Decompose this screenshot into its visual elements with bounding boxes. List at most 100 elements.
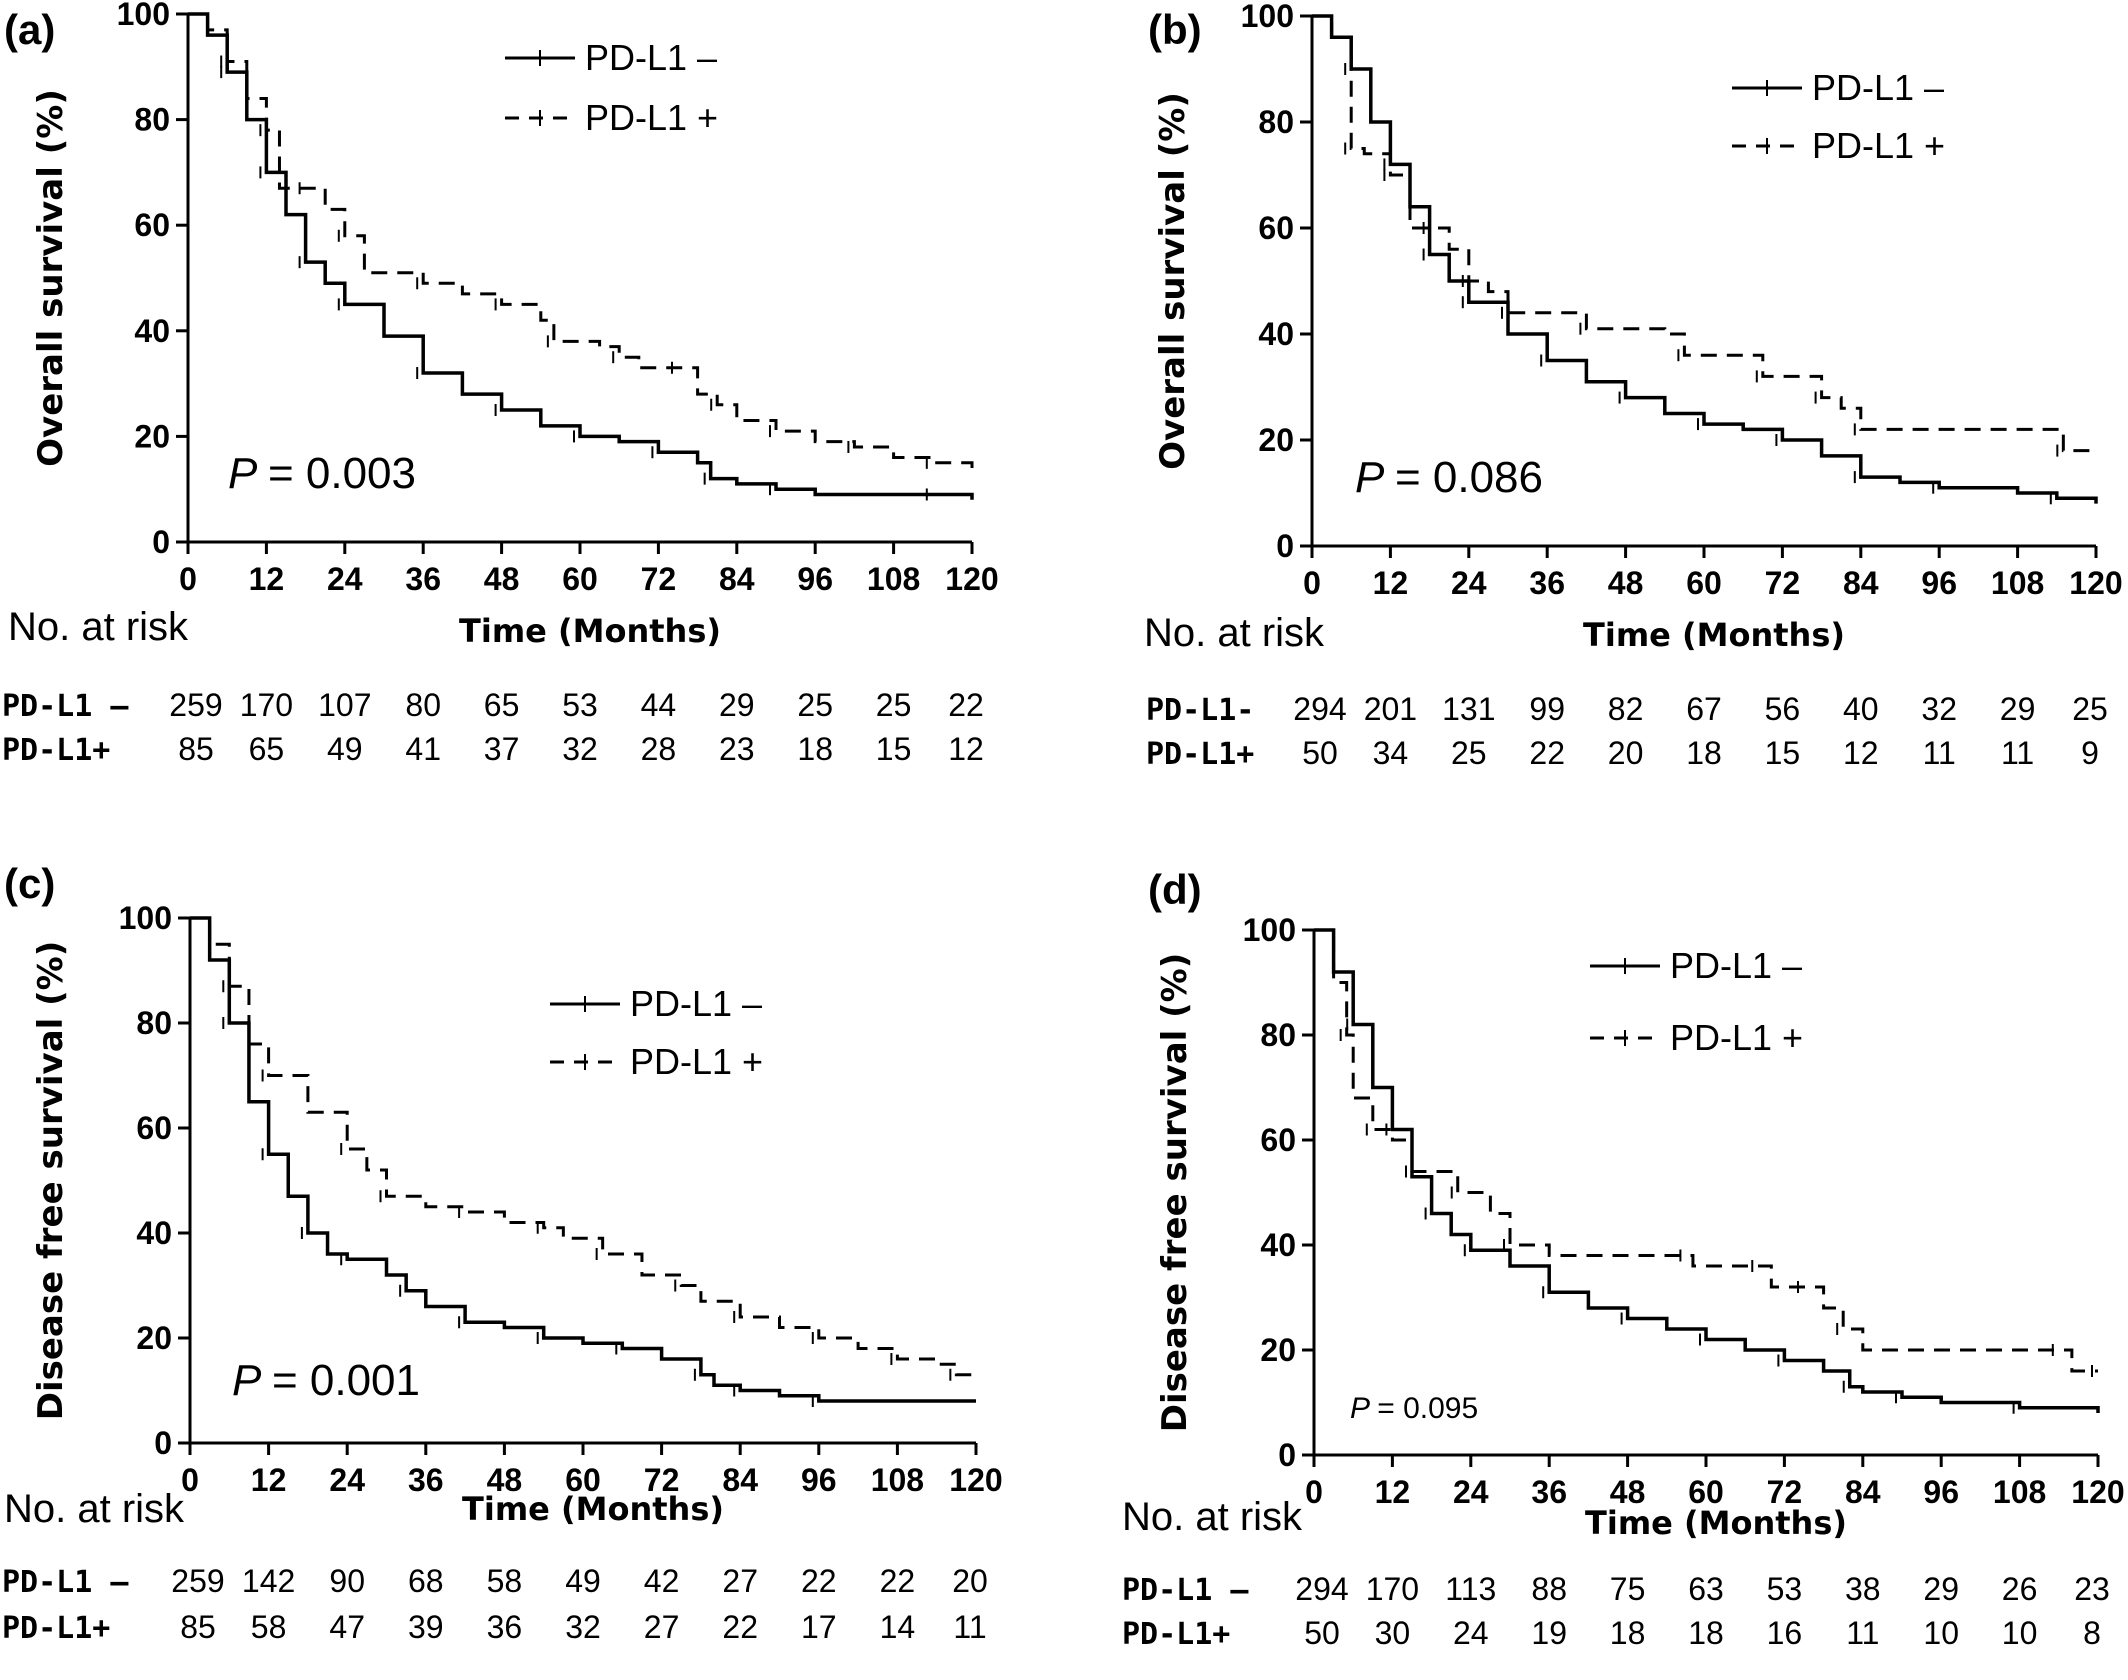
- risk-value: 15: [876, 731, 912, 767]
- x-tick-label: 96: [1921, 565, 1957, 601]
- y-tick-label: 0: [154, 1425, 172, 1461]
- p-value-text: = 0.086: [1395, 453, 1543, 502]
- x-tick-label: 120: [945, 561, 998, 597]
- risk-value: 18: [1686, 735, 1722, 771]
- risk-value: 12: [948, 731, 984, 767]
- y-tick-label: 100: [119, 900, 172, 936]
- y-tick-label: 60: [136, 1110, 172, 1146]
- risk-value: 18: [797, 731, 833, 767]
- y-tick-label: 20: [134, 418, 170, 454]
- risk-value: 15: [1765, 735, 1801, 771]
- x-tick-label: 36: [408, 1462, 444, 1498]
- p-symbol: P: [1350, 1392, 1377, 1425]
- y-tick-label: 60: [134, 207, 170, 243]
- risk-value: 49: [565, 1563, 601, 1599]
- risk-value: 259: [171, 1563, 224, 1599]
- risk-value: 259: [169, 687, 222, 723]
- risk-row-label: PD-L1+: [2, 1611, 110, 1646]
- series-line-positive: [1314, 928, 2098, 1373]
- p-value-text: = 0.095: [1377, 1392, 1478, 1425]
- y-tick-label: 60: [1258, 210, 1294, 246]
- risk-value: 32: [562, 731, 598, 767]
- panel-label: (c): [4, 860, 55, 907]
- y-tick-label: 80: [134, 102, 170, 138]
- x-tick-label: 120: [949, 1462, 1002, 1498]
- risk-value: 40: [1843, 691, 1879, 727]
- y-tick-label: 40: [136, 1215, 172, 1251]
- risk-row-label: PD-L1+: [1146, 737, 1254, 772]
- y-tick-label: 80: [136, 1005, 172, 1041]
- x-tick-label: 120: [2069, 565, 2122, 601]
- x-tick-label: 72: [644, 1462, 680, 1498]
- legend-label: PD-L1 +: [1812, 125, 1945, 166]
- risk-value: 34: [1373, 735, 1409, 771]
- risk-value: 170: [1366, 1571, 1419, 1607]
- risk-value: 22: [880, 1563, 916, 1599]
- risk-table-header: No. at risk: [8, 605, 189, 649]
- risk-value: 12: [1843, 735, 1879, 771]
- risk-value: 20: [1608, 735, 1644, 771]
- x-tick-label: 0: [181, 1462, 199, 1498]
- series-line-negative: [1314, 928, 2100, 1413]
- risk-value: 11: [2001, 735, 2034, 771]
- risk-value: 22: [1529, 735, 1565, 771]
- risk-value: 24: [1453, 1615, 1489, 1651]
- p-value-text: = 0.003: [268, 449, 416, 498]
- x-tick-label: 12: [249, 561, 285, 597]
- risk-value: 25: [797, 687, 833, 723]
- p-symbol: P: [232, 1356, 272, 1405]
- x-tick-label: 48: [487, 1462, 523, 1498]
- risk-table-header: No. at risk: [1144, 611, 1325, 655]
- risk-value: 17: [801, 1609, 837, 1645]
- x-tick-label: 60: [1686, 565, 1722, 601]
- p-value: P = 0.086: [1355, 453, 1543, 502]
- p-value: P = 0.003: [228, 449, 416, 498]
- x-axis-label: Time (Months): [459, 612, 721, 650]
- series-line-negative: [188, 12, 974, 500]
- risk-value: 99: [1529, 691, 1565, 727]
- p-symbol: P: [228, 449, 268, 498]
- y-tick-label: 80: [1260, 1017, 1296, 1053]
- risk-value: 32: [1921, 691, 1957, 727]
- panel-b: 0 12 24 36 48 60 72 84 96 108 120 0 20 40 60 80 100 Overa…: [1144, 0, 2123, 772]
- risk-value: 53: [562, 687, 598, 723]
- p-value: P = 0.001: [232, 1356, 420, 1405]
- y-tick-label: 0: [152, 524, 170, 560]
- y-axis-label: Overall survival (%): [31, 89, 71, 467]
- risk-row-label: PD-L1 –: [2, 1565, 129, 1600]
- x-tick-label: 108: [871, 1462, 924, 1498]
- x-tick-label: 48: [484, 561, 520, 597]
- risk-value: 28: [641, 731, 677, 767]
- risk-value: 39: [408, 1609, 444, 1645]
- y-axis-label: Overall survival (%): [1153, 92, 1193, 470]
- risk-value: 22: [801, 1563, 837, 1599]
- y-tick-label: 20: [1258, 422, 1294, 458]
- risk-value: 16: [1767, 1615, 1803, 1651]
- risk-value: 47: [329, 1609, 365, 1645]
- risk-row-label: PD-L1 –: [1122, 1573, 1249, 1608]
- x-axis-label: Time (Months): [1585, 1504, 1847, 1542]
- risk-value: 65: [249, 731, 285, 767]
- risk-value: 67: [1686, 691, 1722, 727]
- legend-label: PD-L1 –: [585, 37, 717, 78]
- risk-value: 80: [405, 687, 441, 723]
- risk-value: 11: [1846, 1615, 1879, 1651]
- risk-row-label: PD-L1 –: [2, 689, 129, 724]
- risk-value: 294: [1293, 691, 1346, 727]
- x-axis-label: Time (Months): [462, 1490, 724, 1528]
- risk-value: 49: [327, 731, 363, 767]
- risk-value: 50: [1302, 735, 1338, 771]
- x-tick-label: 96: [1923, 1474, 1959, 1510]
- y-tick-label: 80: [1258, 104, 1294, 140]
- x-tick-label: 36: [1531, 1474, 1567, 1510]
- risk-value: 44: [641, 687, 677, 723]
- risk-value: 38: [1845, 1571, 1881, 1607]
- risk-value: 63: [1688, 1571, 1724, 1607]
- risk-row-label: PD-L1+: [1122, 1617, 1230, 1652]
- x-tick-label: 24: [329, 1462, 365, 1498]
- x-tick-label: 72: [1765, 565, 1801, 601]
- risk-value: 131: [1442, 691, 1495, 727]
- risk-value: 88: [1531, 1571, 1567, 1607]
- risk-value: 9: [2081, 735, 2099, 771]
- y-tick-label: 60: [1260, 1122, 1296, 1158]
